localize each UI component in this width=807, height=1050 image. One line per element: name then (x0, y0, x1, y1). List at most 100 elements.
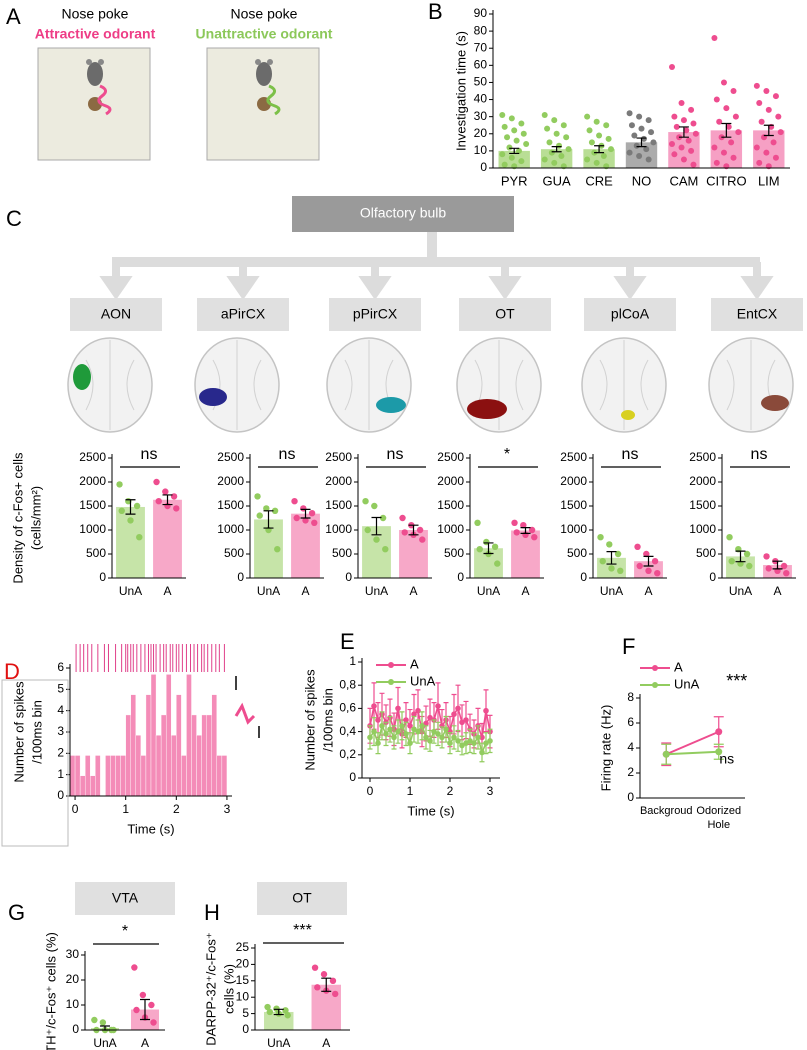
data-point (593, 118, 600, 125)
arena (37, 47, 151, 161)
data-point (371, 502, 378, 510)
data-point (730, 154, 737, 161)
waveform (234, 702, 256, 725)
data-point (379, 514, 387, 522)
data-point (680, 156, 687, 163)
arena (206, 47, 320, 161)
title-box (70, 298, 162, 331)
data-point (608, 565, 615, 572)
data-point (256, 512, 263, 519)
axis-line (69, 664, 232, 797)
data-point (556, 142, 563, 149)
data-point (633, 142, 640, 149)
bar (583, 149, 615, 168)
y-tick-label: 2 (57, 746, 64, 760)
chart-title: OT (495, 306, 515, 322)
y-axis-label: Investigation time (s) (453, 31, 468, 151)
data-point (648, 129, 655, 136)
data-point (588, 139, 595, 146)
data-point (541, 111, 548, 118)
chart-title: pPirCX (353, 306, 398, 322)
data-point (690, 161, 697, 168)
data-point (765, 565, 772, 572)
x-tick-label: 2 (447, 784, 454, 798)
y-tick-label: 25 (236, 940, 250, 954)
data-point (756, 99, 763, 106)
data-point (780, 562, 788, 570)
y-tick-label: 0 (72, 1022, 79, 1036)
histogram-bar (181, 755, 187, 797)
data-point (650, 139, 657, 146)
error-bar (721, 122, 732, 138)
series-point (395, 728, 401, 735)
data-point (520, 522, 527, 529)
y-tick-label: 2500 (217, 450, 244, 464)
data-point (628, 122, 635, 129)
error-bar (636, 137, 647, 148)
arena-title: Nose poke (231, 6, 298, 22)
data-point (631, 132, 638, 139)
y-tick-label: 15 (236, 973, 250, 987)
error-bar (643, 555, 654, 567)
y-tick-label: 0 (457, 570, 464, 584)
data-point (544, 125, 551, 132)
x-tick-label: UnA (365, 584, 388, 598)
y-tick-label: 30 (474, 109, 488, 123)
data-point (565, 146, 572, 153)
y-tick-label: 2000 (217, 474, 244, 488)
series-point (455, 705, 461, 712)
chart-title: VTA (112, 890, 139, 906)
significance-label: ns (719, 751, 734, 767)
axis-line (639, 694, 745, 799)
series-point (479, 749, 485, 756)
x-tick-label: 0 (367, 784, 374, 798)
y-axis-label: TH⁺/c-Fos⁺ cells (%) (43, 932, 58, 1050)
x-tick-label: CAM (669, 173, 698, 188)
y-tick-label: 2500 (79, 450, 106, 464)
histogram-bar (201, 714, 207, 797)
x-tick-label: CITRO (706, 173, 746, 188)
data-point (491, 543, 499, 550)
y-tick-label: 1 (57, 767, 64, 781)
y-tick-label: 2000 (560, 474, 587, 488)
data-point (683, 127, 690, 134)
histogram-bar (130, 694, 137, 797)
y-tick-label: 0 (237, 570, 244, 584)
x-tick-label: UnA (600, 584, 623, 598)
series-point (387, 726, 393, 733)
series-point (423, 734, 429, 741)
connector (112, 232, 760, 267)
data-point (399, 514, 406, 522)
data-point (593, 159, 600, 166)
data-point (501, 161, 508, 168)
histogram-bar (211, 694, 218, 797)
y-tick-label: 500 (696, 546, 716, 560)
significance-label: ns (751, 446, 768, 463)
data-point (645, 156, 652, 163)
series-point (427, 738, 433, 744)
error-bar (321, 977, 332, 992)
data-point (263, 505, 270, 512)
data-point (688, 106, 695, 113)
data-point (401, 529, 408, 536)
y-tick-label: 500 (567, 546, 587, 560)
bar (540, 149, 573, 168)
data-point (499, 151, 506, 158)
error-bar (551, 146, 562, 153)
y-tick-label: 10 (236, 989, 250, 1003)
odorant-label: Attractive odorant (35, 26, 156, 42)
error-bar (483, 542, 494, 555)
data-point (586, 127, 593, 134)
y-tick-label: 0 (57, 788, 64, 802)
y-tick-label: 20 (66, 972, 80, 986)
data-point (551, 159, 558, 166)
data-point (600, 153, 607, 160)
data-point (474, 519, 481, 526)
x-tick-label: Backgroud (639, 805, 693, 817)
data-point (626, 149, 633, 156)
series-point (375, 717, 381, 723)
series-point (403, 731, 409, 737)
data-point (770, 139, 777, 146)
series-point (391, 734, 397, 741)
legend-label: UnA (674, 676, 700, 691)
